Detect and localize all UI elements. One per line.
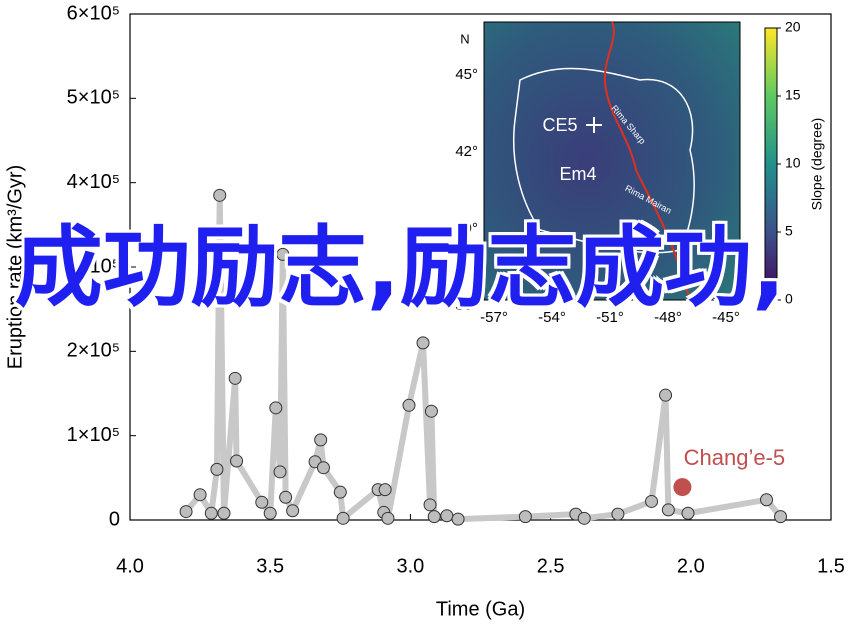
x-tick-label: 3.0 xyxy=(396,555,424,577)
data-point xyxy=(273,465,287,479)
data-point xyxy=(378,483,392,497)
rille-path xyxy=(603,21,691,301)
data-point xyxy=(193,488,207,502)
x-tick-label: 2.5 xyxy=(537,555,565,577)
data-point xyxy=(381,511,395,525)
data-point xyxy=(333,485,347,499)
colorbar-tick-label: 0 xyxy=(785,291,793,307)
data-point xyxy=(316,461,330,475)
data-point xyxy=(402,398,416,412)
data-point xyxy=(336,511,350,525)
data-point xyxy=(424,404,438,418)
data-point xyxy=(213,188,227,202)
x-tick-label: 3.5 xyxy=(256,555,284,577)
y-tick-label: 5×10⁵ xyxy=(67,87,120,109)
lon-label: -54° xyxy=(538,309,566,326)
x-axis-label: Time (Ga) xyxy=(436,598,525,620)
lon-label: -45° xyxy=(712,309,740,326)
lat-label: 45° xyxy=(455,66,478,83)
data-point xyxy=(269,401,283,415)
colorbar-tick-label: 15 xyxy=(785,87,801,103)
data-point xyxy=(286,504,300,518)
data-point xyxy=(659,388,673,402)
data-point xyxy=(210,462,224,476)
lat-label: 36° xyxy=(455,297,478,314)
lon-label: -57° xyxy=(480,309,508,326)
data-point xyxy=(263,506,277,520)
data-point xyxy=(760,493,774,507)
y-axis-label: Eruption rate (km³/Gyr) xyxy=(4,165,26,369)
lon-label: -48° xyxy=(654,309,682,326)
colorbar-tick-label: 5 xyxy=(785,223,793,239)
x-tick-label: 4.0 xyxy=(116,555,144,577)
y-tick-label: 2×10⁵ xyxy=(67,340,120,362)
region-boundary xyxy=(512,67,695,254)
north-label: N xyxy=(460,31,469,46)
region-label: CE5 xyxy=(542,115,577,135)
y-tick-label: 1×10⁵ xyxy=(67,424,120,446)
data-point xyxy=(774,510,788,524)
data-point xyxy=(440,509,454,523)
y-tick-label: 4×10⁵ xyxy=(67,171,120,193)
data-point xyxy=(611,507,625,521)
data-point xyxy=(645,494,659,508)
data-point xyxy=(314,433,328,447)
data-point xyxy=(217,506,231,520)
data-point xyxy=(276,247,290,261)
colorbar-label: Slope (degree) xyxy=(809,118,825,211)
inset-map: N45°42°39°36°-57° -54° -51° -48° -45°CE5Em4R… xyxy=(455,19,824,326)
data-point xyxy=(577,511,591,525)
overlay-text: 成功励志,励志成功, xyxy=(14,216,786,319)
data-point xyxy=(681,506,695,520)
region-label: Em4 xyxy=(559,164,596,184)
highlight-point xyxy=(673,478,692,497)
data-point xyxy=(451,512,465,526)
data-point xyxy=(661,503,675,517)
data-point xyxy=(204,506,218,520)
lon-label: -51° xyxy=(596,309,624,326)
y-tick-label: 0 xyxy=(109,508,120,530)
lat-label: 39° xyxy=(455,220,478,237)
colorbar-tick-label: 10 xyxy=(785,155,801,171)
data-point xyxy=(230,454,244,468)
landing-site xyxy=(586,117,602,133)
y-tick-label: 6×10⁵ xyxy=(67,2,120,24)
data-point xyxy=(279,490,293,504)
x-tick-label: 1.5 xyxy=(817,555,845,577)
y-tick-label: 3×10⁵ xyxy=(67,255,120,277)
data-point xyxy=(518,510,532,524)
data-point xyxy=(255,495,269,509)
colorbar-tick-label: 20 xyxy=(785,19,801,35)
data-point xyxy=(228,371,242,385)
data-point xyxy=(416,336,430,350)
data-point xyxy=(423,498,437,512)
x-tick-label: 2.0 xyxy=(677,555,705,577)
data-point xyxy=(179,505,193,519)
annotation: Chang’e-5 xyxy=(684,445,786,470)
lat-label: 42° xyxy=(455,143,478,160)
data-point xyxy=(427,510,441,524)
